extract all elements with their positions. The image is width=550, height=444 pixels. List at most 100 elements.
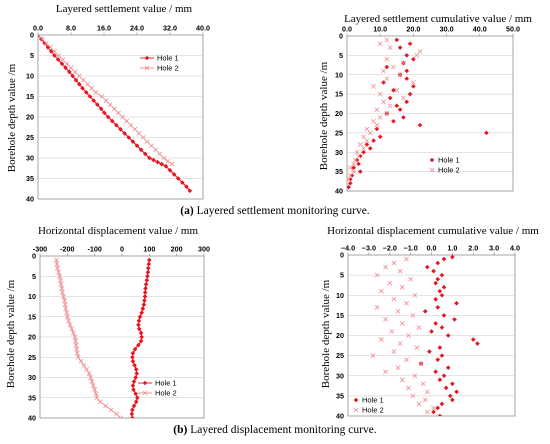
settlement-hole-2-point (120, 114, 125, 120)
settlement-cumulative-y-tick-label: 40 (335, 187, 343, 196)
horizontal-displacement-hole-2-point (118, 415, 124, 418)
settlement-hole-1-point (147, 155, 152, 161)
horizontal-displacement-legend-label: Hole 2 (155, 389, 177, 398)
settlement-y-tick-label: 10 (26, 72, 34, 81)
horizontal-displacement-cumulative-hole-2-point (416, 401, 422, 407)
horizontal-displacement-cumulative-hole-2-point (404, 357, 409, 363)
horizontal-displacement-cumulative-hole-2-point (414, 345, 420, 350)
horizontal-displacement-cumulative-hole-2-point (383, 264, 388, 270)
horizontal-displacement-hole-1-point (134, 371, 140, 376)
settlement-hole-1-point (167, 168, 173, 173)
horizontal-displacement-hole-2-point (69, 326, 75, 332)
settlement-hole-1-point (184, 184, 189, 189)
horizontal-displacement-series-layer (54, 257, 152, 418)
horizontal-displacement-legend-label: Hole 1 (155, 379, 177, 388)
settlement-hole-2-point (107, 102, 113, 108)
horizontal-displacement-hole-1-point (143, 282, 149, 287)
horizontal-displacement-cumulative-hole-2-point (424, 389, 430, 395)
horizontal-displacement-cumulative-y-tick-label: 25 (336, 351, 344, 360)
settlement-hole-2-point (64, 61, 70, 67)
settlement-hole-1-point (98, 106, 104, 112)
settlement-y-tick-label: 20 (26, 113, 34, 122)
settlement-hole-1-point (42, 40, 47, 46)
settlement-hole-1-point (67, 69, 72, 75)
horizontal-displacement-cumulative-hole-2-point (395, 308, 401, 314)
horizontal-displacement-hole-1-point (147, 257, 152, 263)
settlement-cumulative-hole-1-point (397, 45, 403, 50)
settlement-cumulative-hole-2-point (377, 41, 383, 47)
horizontal-displacement-cumulative-hole-1-point (439, 353, 445, 358)
settlement-hole-1-point (55, 57, 61, 62)
horizontal-displacement-cumulative-x-tick-label: −2.0 (383, 244, 397, 253)
settlement-cumulative-chart-y-title: Borehole depth value /m (318, 61, 330, 170)
horizontal-displacement-hole-2-point (75, 354, 81, 360)
horizontal-displacement-cumulative-hole-2-point (412, 292, 418, 298)
horizontal-displacement-cumulative-x-tick-label: −4.0 (341, 244, 355, 253)
horizontal-displacement-cumulative-hole-2-point (399, 377, 405, 383)
horizontal-displacement-cumulative-hole-2-point (412, 373, 418, 379)
settlement-cumulative-legend-marker (429, 167, 435, 173)
settlement-hole-2-point (132, 126, 138, 132)
settlement-cumulative-chart-x-title: Layered settlement cumulative value / mm (344, 13, 532, 25)
settlement-hole-2-point (153, 147, 158, 153)
settlement-hole-1-point (142, 151, 148, 157)
settlement-cumulative-y-tick-label: 35 (335, 167, 343, 176)
horizontal-displacement-x-tick-label: 0 (120, 245, 124, 254)
settlement-cumulative-y-tick-label: 5 (339, 51, 343, 60)
settlement-hole-1-point (187, 188, 193, 194)
horizontal-displacement-hole-2-point (66, 318, 71, 324)
settlement-x-tick-label: 8.0 (66, 24, 76, 33)
horizontal-displacement-hole-1-point (143, 286, 148, 291)
horizontal-displacement-cumulative-legend-label: Hole 2 (362, 406, 384, 415)
settlement-legend-marker (144, 55, 150, 61)
settlement-cumulative-hole-2-point (377, 114, 383, 120)
settlement-hole-1-point (155, 159, 160, 165)
horizontal-displacement-hole-2-line (56, 259, 121, 418)
horizontal-displacement-cumulative-hole-1-point (437, 377, 443, 383)
horizontal-displacement-hole-1-point (130, 415, 135, 418)
horizontal-displacement-cumulative-hole-2-point (422, 397, 428, 403)
horizontal-displacement-hole-1-point (144, 278, 150, 283)
horizontal-displacement-hole-2-point (60, 290, 65, 295)
horizontal-displacement-cumulative-hole-2-point (397, 341, 403, 346)
settlement-cumulative-hole-1-point (407, 41, 413, 47)
settlement-cumulative-hole-1-point (411, 84, 416, 89)
horizontal-displacement-cumulative-hole-2-point (374, 272, 380, 278)
horizontal-displacement-cumulative-hole-2-point (424, 409, 430, 415)
horizontal-displacement-x-tick-label: -200 (60, 245, 74, 254)
horizontal-displacement-hole-1-point (142, 290, 148, 295)
horizontal-displacement-hole-2-point (74, 346, 80, 352)
horizontal-displacement-hole-1-point (145, 265, 151, 271)
horizontal-displacement-cumulative-x-tick-label: 0.0 (427, 244, 437, 253)
horizontal-displacement-cumulative-y-tick-label: 30 (336, 371, 344, 380)
settlement-cumulative-hole-2-point (357, 142, 363, 147)
settlement-cumulative-x-tick-label: 40.0 (473, 25, 487, 34)
settlement-cumulative-hole-1-point (351, 165, 356, 171)
settlement-cumulative-hole-2-point (377, 91, 383, 97)
settlement-hole-1-point (83, 90, 89, 95)
horizontal-displacement-cumulative-legend-marker (353, 397, 359, 403)
settlement-cumulative-hole-1-point (384, 64, 390, 70)
settlement-cumulative-hole-2-point (384, 56, 390, 62)
horizontal-displacement-hole-1-point (133, 391, 138, 396)
horizontal-displacement-hole-2-point (84, 367, 89, 372)
horizontal-displacement-cumulative-hole-2-point (418, 361, 424, 367)
horizontal-displacement-hole-2-point (58, 277, 63, 283)
settlement-cumulative-hole-2-point (397, 72, 403, 78)
horizontal-displacement-hole-1-point (133, 399, 139, 405)
settlement-cumulative-hole-2-point (361, 134, 366, 140)
horizontal-displacement-hole-1-point (136, 342, 141, 348)
horizontal-displacement-cumulative-hole-1-point (433, 369, 438, 375)
horizontal-displacement-hole-2-point (63, 306, 69, 312)
settlement-cumulative-hole-2-point (351, 161, 357, 167)
settlement-cumulative-y-tick-label: 10 (335, 70, 343, 79)
horizontal-displacement-hole-2-point (114, 411, 119, 417)
settlement-hole-1-point (70, 73, 75, 79)
horizontal-displacement-hole-1-point (138, 330, 144, 336)
settlement-cumulative-hole-2-point (391, 64, 396, 70)
horizontal-displacement-cumulative-series-layer (370, 255, 480, 416)
horizontal-displacement-hole-1-point (135, 395, 140, 401)
settlement-cumulative-y-tick-label: 25 (335, 128, 343, 137)
